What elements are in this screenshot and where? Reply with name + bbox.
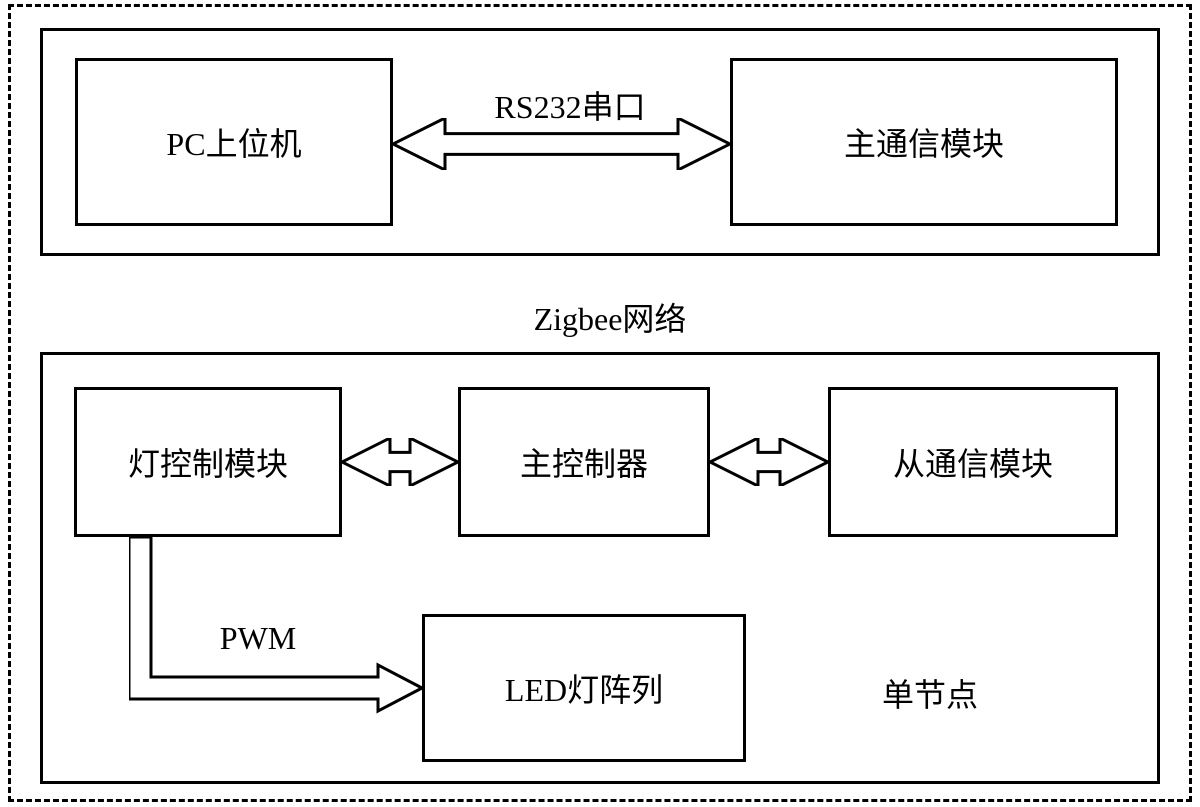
node-main-comm: 主通信模块	[730, 58, 1118, 226]
label-single-node: 单节点	[860, 670, 1000, 716]
node-pc-host: PC上位机	[75, 58, 393, 226]
node-label-lamp-ctrl: 灯控制模块	[128, 439, 288, 485]
label-zigbee: Zigbee网络	[500, 294, 720, 340]
elbow-arrow	[129, 537, 422, 715]
node-label-slave-comm: 从通信模块	[893, 439, 1053, 485]
double-arrow-1	[342, 438, 458, 486]
double-arrow-2	[710, 438, 828, 486]
node-label-main-comm: 主通信模块	[844, 119, 1004, 165]
node-main-ctrl: 主控制器	[458, 387, 710, 537]
node-label-pc-host: PC上位机	[166, 119, 301, 165]
node-label-main-ctrl: 主控制器	[520, 439, 648, 485]
node-label-led-array: LED灯阵列	[505, 665, 663, 711]
double-arrow-0	[393, 118, 730, 170]
node-slave-comm: 从通信模块	[828, 387, 1118, 537]
node-lamp-ctrl: 灯控制模块	[74, 387, 342, 537]
node-led-array: LED灯阵列	[422, 614, 746, 762]
